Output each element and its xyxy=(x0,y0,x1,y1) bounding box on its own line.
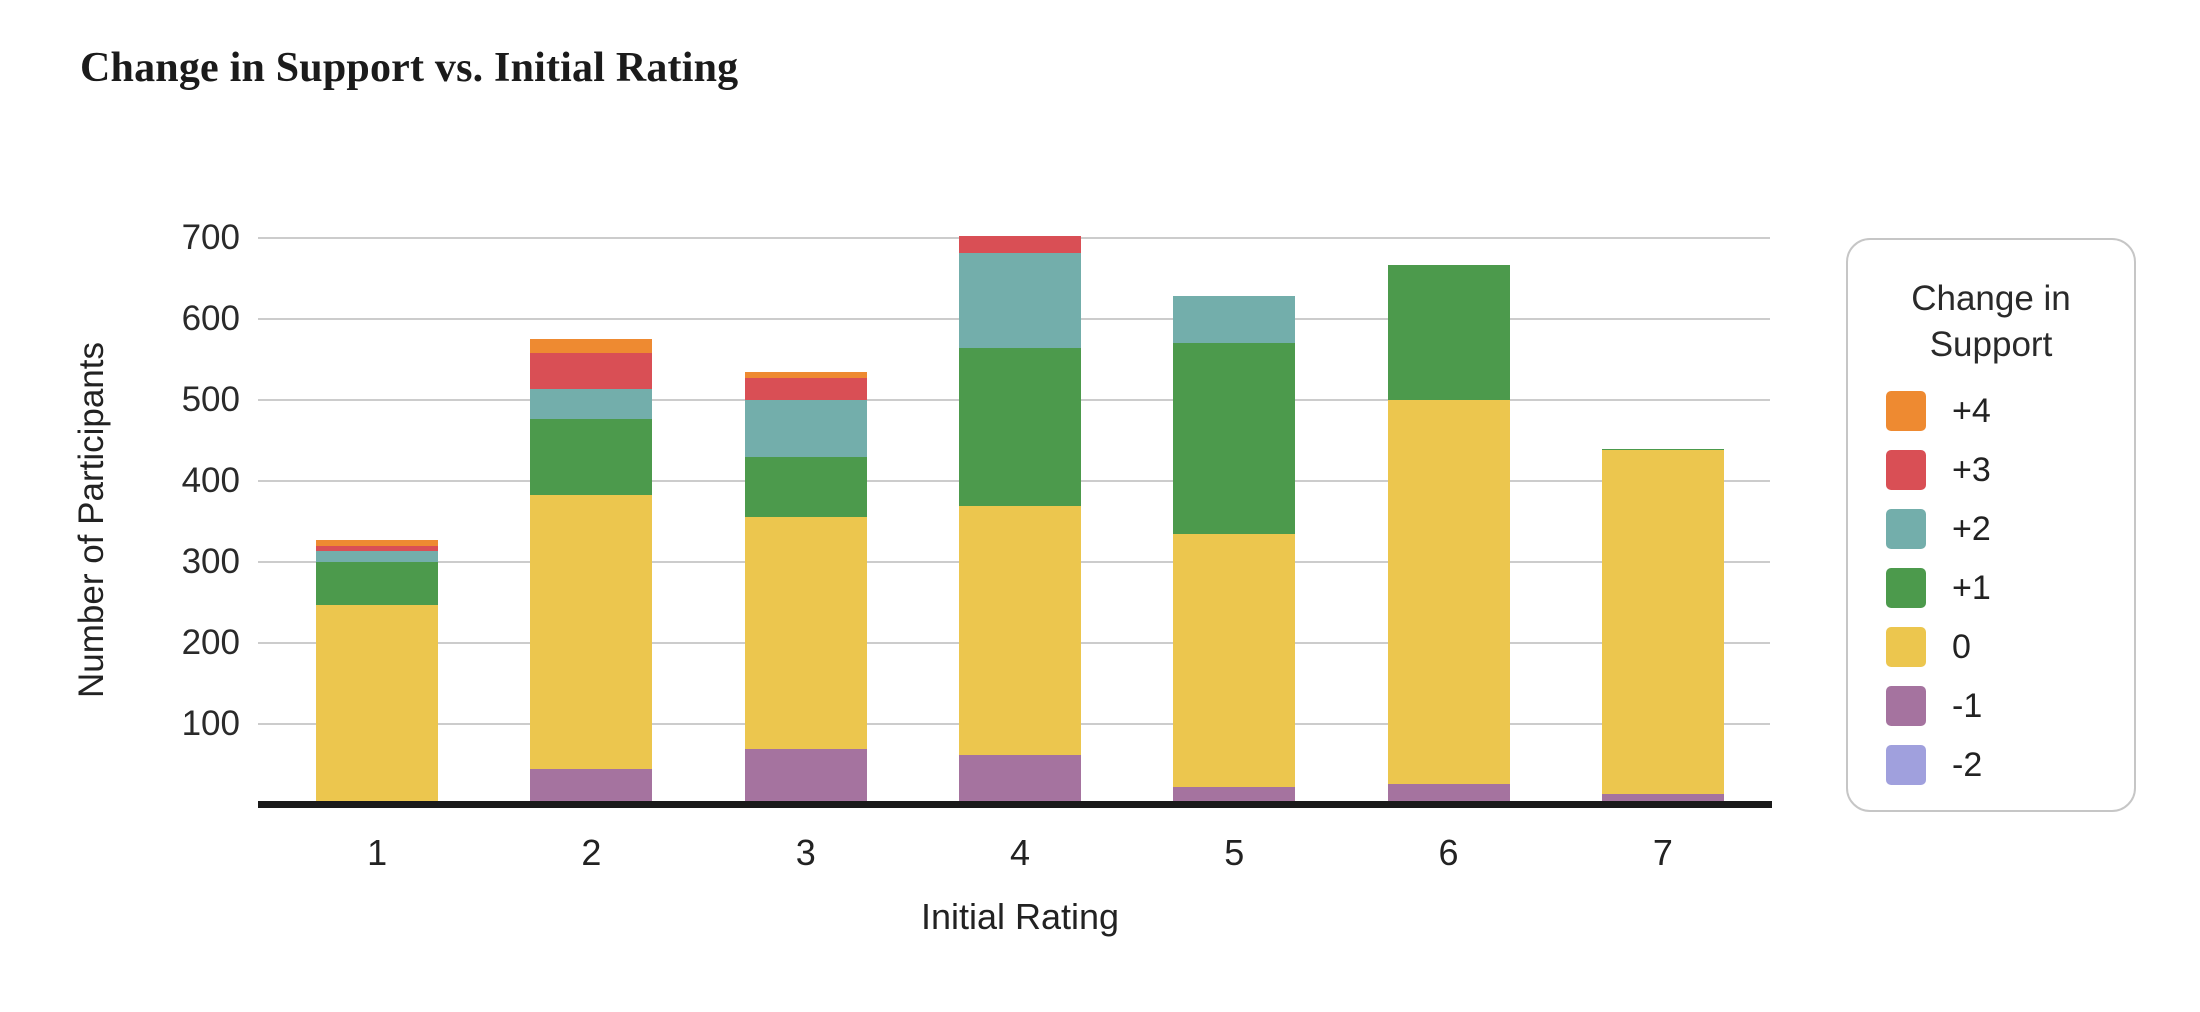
x-axis-title: Initial Rating xyxy=(920,896,1120,937)
legend-label-+4: +4 xyxy=(1952,391,1991,430)
bar-segment-rating-3-change--1 xyxy=(744,749,867,805)
bar-segment-rating-1-change-0 xyxy=(316,604,439,805)
legend-item--1: -1 xyxy=(1886,686,2134,726)
x-tick-label-1: 1 xyxy=(367,832,388,873)
y-tick-label-300: 300 xyxy=(181,542,240,581)
bar-segment-rating-3-change-+2 xyxy=(744,400,867,457)
legend-item-+1: +1 xyxy=(1886,568,2134,608)
x-tick-label-3: 3 xyxy=(795,832,816,873)
bar-segment-rating-2-change-+3 xyxy=(530,353,653,390)
legend-title-line1: Change in xyxy=(1911,279,2071,318)
bar-segment-rating-1-change-+4 xyxy=(316,540,439,546)
bar-column-rating-1 xyxy=(270,238,484,805)
legend-swatch--1 xyxy=(1886,686,1926,726)
legend-swatch-+4 xyxy=(1886,391,1926,431)
legend-swatch-+1 xyxy=(1886,568,1926,608)
legend-item-0: 0 xyxy=(1886,627,2134,667)
bar-rating-5 xyxy=(1173,295,1296,805)
y-tick-label-700: 700 xyxy=(181,218,240,257)
y-tick-label-200: 200 xyxy=(181,623,240,662)
bar-segment-rating-2-change--1 xyxy=(530,768,653,805)
legend-swatch-+2 xyxy=(1886,509,1926,549)
x-tick-label-6: 6 xyxy=(1438,832,1459,873)
legend-label--2: -2 xyxy=(1952,745,1983,784)
legend-label-+3: +3 xyxy=(1952,450,1991,489)
x-axis-line xyxy=(258,801,1772,808)
bar-column-rating-2 xyxy=(484,238,698,805)
bar-segment-rating-1-change-+1 xyxy=(316,562,439,605)
x-tick-label-4: 4 xyxy=(1009,832,1031,873)
bar-segment-rating-2-change-+1 xyxy=(530,419,653,495)
x-tick-label-5: 5 xyxy=(1224,832,1245,873)
bar-column-rating-6 xyxy=(1341,238,1555,805)
bar-rating-7 xyxy=(1601,448,1724,805)
y-tick-label-100: 100 xyxy=(181,704,240,743)
y-axis-title-text: Number of Participants xyxy=(72,342,111,698)
bar-segment-rating-6-change-+1 xyxy=(1387,264,1510,400)
bar-segment-rating-4-change-+2 xyxy=(958,253,1081,349)
legend-item-+2: +2 xyxy=(1886,509,2134,549)
bar-column-rating-5 xyxy=(1127,238,1341,805)
bar-segment-rating-3-change-+4 xyxy=(744,372,867,379)
legend-label-+2: +2 xyxy=(1952,509,1991,548)
legend-swatch-+3 xyxy=(1886,450,1926,490)
legend-swatch-0 xyxy=(1886,627,1926,667)
y-tick-label-400: 400 xyxy=(181,461,240,500)
bar-segment-rating-4-change-0 xyxy=(958,506,1081,755)
bar-rating-3 xyxy=(744,372,867,805)
legend: Change in Support +4 +3 +2 +1 0 -1 -2 xyxy=(1846,238,2136,812)
legend-label--1: -1 xyxy=(1952,686,1983,725)
bar-segment-rating-3-change-+1 xyxy=(744,456,867,517)
bar-rating-1 xyxy=(316,540,439,805)
bar-segment-rating-2-change-0 xyxy=(530,494,653,769)
bar-column-rating-4 xyxy=(913,236,1127,805)
legend-swatch--2 xyxy=(1886,745,1926,785)
bar-segment-rating-2-change-+4 xyxy=(530,339,653,354)
legend-item-+4: +4 xyxy=(1886,391,2134,431)
bar-segment-rating-3-change-+3 xyxy=(744,378,867,400)
bar-segment-rating-7-change--1 xyxy=(1601,794,1724,805)
legend-items: +4 +3 +2 +1 0 -1 -2 xyxy=(1886,391,2134,785)
x-tick-label-7: 7 xyxy=(1652,832,1673,873)
bar-segment-rating-1-change-+2 xyxy=(316,551,439,562)
legend-title-line2: Support xyxy=(1929,324,2053,364)
plot-area xyxy=(258,236,1770,805)
bar-segment-rating-6-change-0 xyxy=(1387,400,1510,784)
bar-segment-rating-1-change-+3 xyxy=(316,545,439,552)
bar-rating-6 xyxy=(1387,264,1510,805)
bar-segment-rating-4-change--1 xyxy=(958,754,1081,805)
bar-column-rating-7 xyxy=(1556,238,1770,805)
bar-segment-rating-7-change-0 xyxy=(1601,450,1724,795)
bar-segment-rating-6-change--1 xyxy=(1387,783,1510,805)
bar-segment-rating-2-change-+2 xyxy=(530,389,653,420)
chart-title: Change in Support vs. Initial Rating xyxy=(80,45,739,91)
x-tick-label-2: 2 xyxy=(581,832,602,873)
bar-segment-rating-5-change-+1 xyxy=(1173,342,1296,534)
bar-segment-rating-5-change--1 xyxy=(1173,787,1296,805)
legend-item-+3: +3 xyxy=(1886,450,2134,490)
legend-title: Change in Support xyxy=(1848,276,2134,367)
bar-rating-4 xyxy=(958,236,1081,805)
legend-item--2: -2 xyxy=(1886,745,2134,785)
bar-column-rating-3 xyxy=(699,238,913,805)
legend-label-+1: +1 xyxy=(1952,568,1991,607)
bar-segment-rating-7-change-+1 xyxy=(1601,448,1724,451)
y-tick-label-500: 500 xyxy=(181,380,240,419)
bar-rating-2 xyxy=(530,339,653,805)
bar-segment-rating-3-change-0 xyxy=(744,516,867,750)
legend-label-0: 0 xyxy=(1952,627,1971,666)
bar-segment-rating-5-change-+2 xyxy=(1173,295,1296,343)
bar-segment-rating-4-change-+1 xyxy=(958,348,1081,507)
bar-segment-rating-5-change-0 xyxy=(1173,533,1296,788)
y-tick-label-600: 600 xyxy=(181,299,240,338)
bar-segment-rating-4-change-+3 xyxy=(958,236,1081,254)
